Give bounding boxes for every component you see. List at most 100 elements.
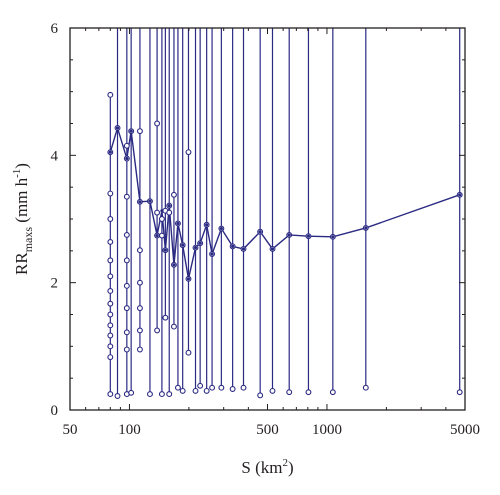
distribution-point	[107, 91, 114, 98]
series-point	[167, 204, 171, 208]
x-axis-label-superscript: 2	[282, 457, 288, 469]
distribution-point	[166, 209, 173, 216]
series-point	[231, 244, 235, 248]
distribution-point	[147, 391, 153, 398]
series-point	[287, 233, 291, 237]
distribution-point	[154, 327, 161, 334]
x-axis-label-end: )	[288, 458, 294, 477]
distribution-point	[107, 300, 114, 307]
distribution-point	[107, 391, 114, 398]
distribution-point	[107, 343, 114, 350]
series-point	[172, 263, 176, 267]
distribution-point	[107, 354, 114, 361]
series-point	[138, 200, 142, 204]
series-point	[125, 156, 129, 161]
series-point	[115, 126, 120, 130]
distribution-point	[107, 273, 114, 280]
plot-frame	[69, 27, 466, 411]
distribution-point	[192, 387, 199, 394]
distribution-point	[123, 305, 130, 312]
series-point	[198, 241, 202, 245]
distribution-point	[329, 389, 336, 396]
distribution-point	[218, 384, 225, 391]
series-point	[458, 193, 462, 197]
x-axis-label-base: S (km	[241, 458, 282, 477]
y-tick-label: 6	[51, 21, 59, 37]
distribution-point	[185, 149, 192, 156]
distribution-point	[136, 128, 143, 135]
distribution-point	[123, 346, 130, 353]
y-axis-label-subscript: maxs	[21, 227, 35, 253]
series-point	[364, 226, 368, 230]
series-point	[163, 248, 167, 252]
series-point	[129, 129, 133, 133]
distribution-point	[123, 142, 130, 149]
y-axis-label: RRmaxs (mm h-1)	[11, 163, 35, 275]
chart-marks	[107, 28, 463, 399]
series-point	[210, 252, 214, 256]
y-tick-label: 2	[51, 276, 59, 292]
distribution-point	[166, 391, 173, 398]
distribution-point	[107, 287, 114, 294]
series-point	[205, 223, 209, 227]
distribution-point	[136, 305, 143, 312]
distribution-point	[123, 231, 130, 238]
series-point	[108, 150, 112, 154]
distribution-point	[158, 216, 165, 222]
distribution-point	[185, 349, 192, 356]
y-axis-label-end: )	[12, 163, 31, 169]
distribution-point	[114, 393, 121, 399]
series-point	[306, 234, 311, 238]
series-point	[193, 246, 198, 250]
y-axis-label-base: RR	[12, 252, 31, 275]
distribution-point	[171, 323, 177, 330]
distribution-point	[269, 387, 276, 394]
x-tick-label: 500	[256, 422, 279, 438]
axis-ticks: 50 100 500 1000 5000 0 2 4 6	[51, 21, 481, 438]
distribution-point	[136, 247, 143, 254]
distribution-point	[107, 311, 114, 318]
distribution-point	[162, 314, 169, 321]
y-axis-label-unit: (mm h	[12, 177, 31, 227]
distribution-point	[136, 327, 143, 334]
series-point	[160, 209, 164, 213]
distribution-point	[158, 391, 165, 398]
series-point	[241, 247, 246, 251]
series-point	[186, 277, 191, 281]
distribution-point	[209, 384, 216, 391]
distribution-point	[158, 232, 165, 239]
distribution-point	[305, 389, 312, 396]
series-point	[219, 226, 223, 231]
distribution-point	[107, 332, 114, 339]
distribution-point	[197, 382, 204, 389]
distribution-point	[123, 193, 130, 200]
distribution-point	[123, 282, 130, 289]
distribution-point	[123, 257, 130, 264]
distribution-point	[203, 387, 210, 394]
distribution-point	[107, 322, 114, 329]
distribution-point	[174, 384, 181, 391]
distribution-point	[171, 191, 177, 198]
distribution-point	[240, 384, 247, 391]
distribution-point	[362, 384, 369, 391]
distribution-point	[154, 120, 161, 127]
x-axis-label: S (km2)	[241, 457, 293, 477]
distribution-point	[286, 389, 293, 396]
distribution-point	[456, 389, 463, 396]
distribution-point	[107, 216, 114, 222]
series-point	[176, 221, 180, 226]
distribution-point	[136, 279, 143, 286]
distribution-point	[229, 386, 236, 392]
series-point	[148, 199, 152, 203]
series-point	[258, 230, 262, 234]
y-tick-label: 0	[51, 403, 59, 419]
distribution-point	[123, 329, 130, 336]
distribution-point	[136, 346, 143, 353]
series-line	[109, 125, 460, 280]
distribution-point	[128, 389, 135, 396]
series-point	[155, 233, 159, 238]
x-tick-label: 100	[118, 422, 141, 438]
x-tick-label: 1000	[312, 422, 342, 438]
